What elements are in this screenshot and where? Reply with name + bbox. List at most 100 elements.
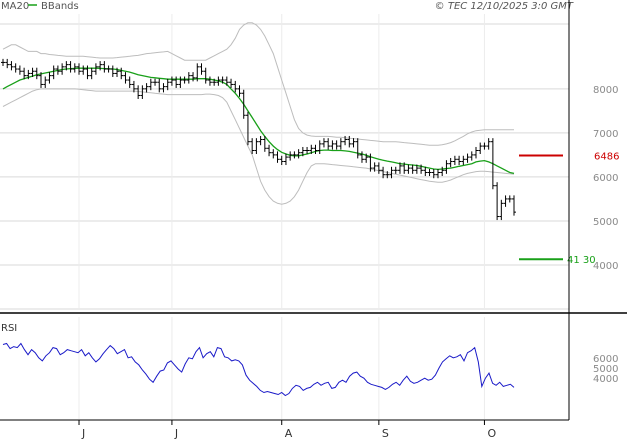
- price-bar: [237, 85, 242, 97]
- price-bar: [423, 166, 428, 177]
- price-bar: [292, 151, 297, 159]
- price-bar: [203, 67, 208, 84]
- price-bar: [499, 199, 504, 221]
- price-bar: [9, 61, 14, 71]
- price-bar: [313, 144, 318, 155]
- price-bar: [26, 69, 31, 80]
- price-bar: [503, 195, 508, 207]
- price-bar: [397, 162, 402, 174]
- price-bar: [478, 142, 483, 155]
- price-bar: [486, 138, 491, 150]
- price-bar: [34, 67, 39, 80]
- price-bar: [490, 138, 495, 190]
- price-bar: [385, 171, 390, 179]
- price-bar: [393, 166, 398, 174]
- price-bar: [207, 76, 212, 86]
- bband-upper-line: [2, 22, 514, 146]
- price-bar: [343, 135, 348, 146]
- price-bar: [77, 63, 82, 75]
- price-bar: [224, 76, 229, 86]
- price-bar: [13, 63, 18, 73]
- price-bar: [93, 63, 98, 75]
- price-bar: [410, 164, 415, 174]
- price-bar: [283, 153, 288, 166]
- price-bar: [427, 168, 432, 177]
- copyright-text: © TEC 12/10/2025 3:0 GMT: [435, 1, 574, 12]
- price-bar: [110, 65, 115, 77]
- price-bar: [473, 146, 478, 159]
- price-bar: [414, 164, 419, 174]
- price-bar: [368, 153, 373, 172]
- price-bar: [72, 63, 77, 73]
- price-bar: [305, 146, 310, 155]
- price-bar: [153, 78, 158, 86]
- price-bar: [64, 61, 69, 71]
- price-bar: [406, 164, 411, 174]
- price-bar: [102, 61, 107, 73]
- price-bar: [452, 155, 457, 166]
- price-bar: [271, 149, 276, 159]
- price-bar: [258, 135, 263, 146]
- price-bar: [115, 67, 120, 77]
- price-bar: [148, 78, 153, 91]
- price-bar: [317, 140, 322, 155]
- price-bar: [39, 72, 44, 88]
- price-ytick-label: 5000: [593, 217, 618, 228]
- price-bar: [431, 168, 436, 179]
- price-bar: [174, 76, 179, 88]
- price-bar: [296, 149, 301, 159]
- bband-lower-line: [2, 88, 515, 205]
- price-bar: [119, 67, 124, 80]
- price-bar: [81, 65, 86, 75]
- price-bar: [364, 153, 369, 163]
- price-bar: [275, 151, 280, 163]
- price-bar: [1, 58, 5, 66]
- price-ytick-label: 8000: [593, 85, 618, 96]
- price-bar: [212, 78, 217, 86]
- price-bar: [157, 78, 162, 93]
- legend-bbands-label: BBands: [41, 1, 79, 12]
- x-tick-label: J: [174, 427, 178, 440]
- price-bar: [123, 72, 128, 84]
- price-bar: [419, 164, 424, 174]
- price-bar: [165, 78, 170, 91]
- price-bar: [444, 160, 449, 174]
- price-bar: [381, 166, 386, 179]
- price-bar: [43, 76, 48, 88]
- price-bar: [440, 166, 445, 177]
- rsi-line: [2, 342, 515, 397]
- price-bar: [140, 85, 145, 99]
- price-bar: [199, 63, 204, 75]
- ma20-line: [2, 67, 515, 175]
- price-bar: [245, 111, 250, 146]
- price-bar: [127, 76, 132, 88]
- price-bar: [507, 195, 512, 203]
- price-bar: [220, 76, 225, 84]
- x-tick-label: O: [487, 427, 496, 440]
- x-tick-label: S: [382, 427, 389, 440]
- price-bar: [359, 151, 364, 163]
- price-bar: [457, 155, 462, 166]
- price-bar: [482, 142, 487, 150]
- price-bar: [254, 138, 259, 155]
- price-bar: [30, 67, 35, 77]
- price-bar: [178, 76, 183, 88]
- price-bar: [372, 162, 377, 172]
- legend-ma20-label: MA20: [1, 1, 29, 12]
- price-bar: [512, 195, 516, 216]
- price-bar: [106, 65, 111, 73]
- price-bar: [68, 61, 73, 73]
- price-bar: [144, 83, 149, 93]
- x-tick-label: A: [285, 427, 293, 440]
- price-bar: [300, 146, 305, 157]
- price-bar: [326, 138, 331, 150]
- price-bar: [495, 182, 500, 221]
- price-bar: [376, 162, 381, 174]
- price-bar: [216, 76, 221, 86]
- price-bar: [22, 67, 27, 80]
- price-bar: [338, 138, 343, 150]
- rsi-ytick-label: 6000: [593, 354, 618, 365]
